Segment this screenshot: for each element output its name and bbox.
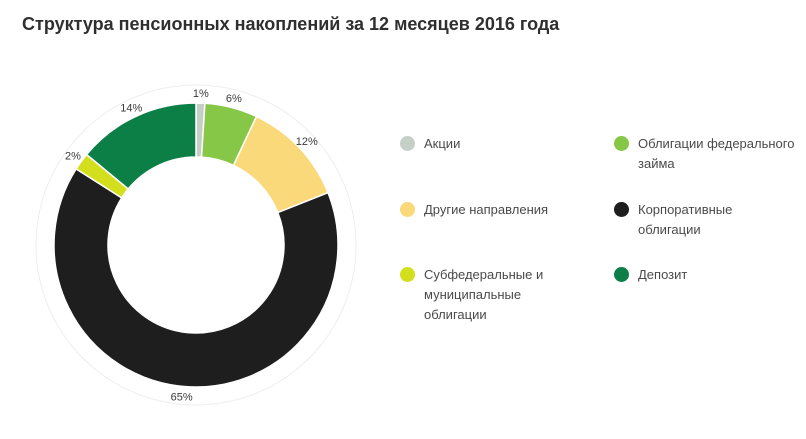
donut-guide-ring (35, 84, 357, 406)
donut-slice-5 (85, 102, 197, 190)
legend-item: Облигации федерального займа (614, 134, 798, 174)
chart-title: Структура пенсионных накоплений за 12 ме… (22, 14, 560, 34)
legend: Акции Облигации федерального займа Другие … (400, 134, 800, 334)
legend-swatch (614, 267, 629, 282)
slice-label-4: 2% (65, 151, 81, 163)
legend-item: Акции (400, 134, 584, 154)
slice-label-0: 1% (193, 88, 209, 100)
legend-item: Субфедеральные и муниципальные облигации (400, 265, 584, 325)
legend-swatch (400, 202, 415, 217)
legend-label: Субфедеральные и муниципальные облигации (424, 267, 544, 322)
legend-label: Корпоративные облигации (638, 202, 733, 237)
slice-label-3: 65% (171, 391, 193, 403)
legend-item: Депозит (614, 265, 798, 285)
legend-item: Другие направления (400, 200, 584, 220)
legend-label: Другие направления (424, 202, 549, 217)
donut-slice-3 (53, 167, 339, 388)
slice-label-2: 12% (296, 136, 318, 148)
slice-label-1: 6% (226, 93, 242, 105)
legend-label: Облигации федерального займа (638, 136, 795, 171)
legend-item: Корпоративные облигации (614, 200, 798, 240)
slice-label-5: 14% (120, 103, 142, 115)
legend-label: Акции (424, 136, 461, 151)
legend-swatch (400, 267, 415, 282)
legend-swatch (614, 136, 629, 151)
legend-label: Депозит (638, 267, 688, 282)
legend-swatch (400, 136, 415, 151)
legend-swatch (614, 202, 629, 217)
